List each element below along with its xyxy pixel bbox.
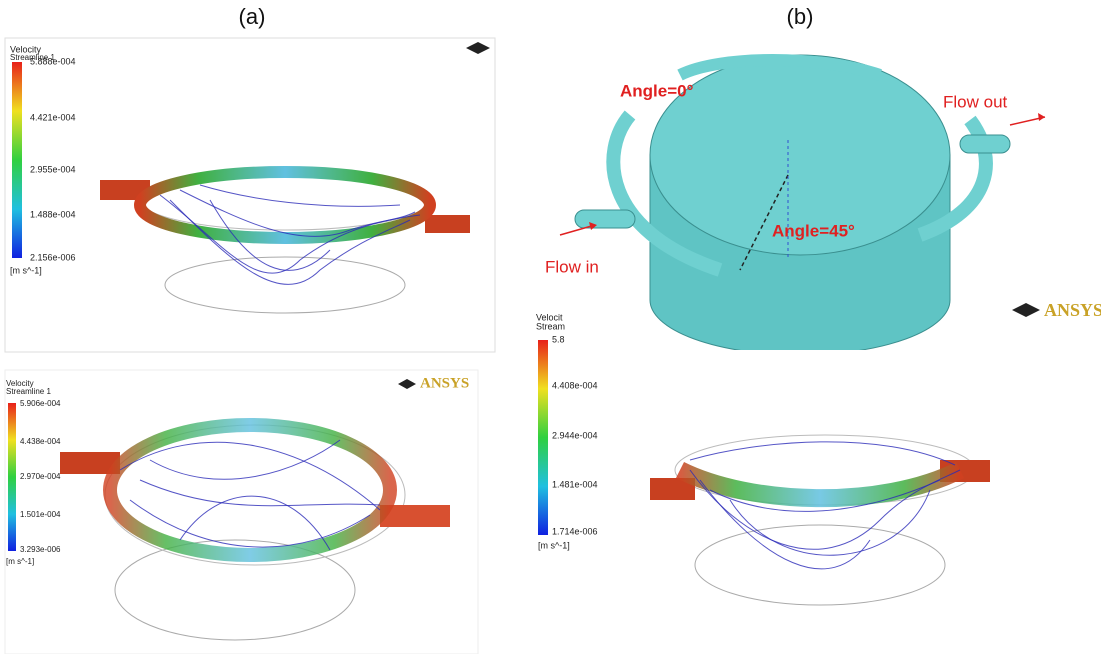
legend-tick: 2.156e-006	[30, 252, 76, 262]
legend-unit: [m s^-1]	[538, 540, 570, 550]
legend-subtitle: Streamline 1	[6, 387, 51, 396]
logo: ANSYS	[420, 375, 469, 391]
annotation: Flow out	[943, 92, 1008, 111]
annotation: Angle=45°	[772, 221, 855, 240]
annotation: Flow in	[545, 257, 599, 276]
legend-tick: 4.438e-004	[20, 437, 61, 446]
legend-tick: 4.421e-004	[30, 112, 76, 122]
legend-tick: 2.970e-004	[20, 472, 61, 481]
legend-tick: 3.293e-006	[20, 545, 61, 554]
legend-tick: 2.955e-004	[30, 164, 76, 174]
legend-subtitle: Stream	[536, 321, 565, 331]
legend-tick: 2.944e-004	[552, 430, 598, 440]
legend-tick: 5.906e-004	[20, 399, 61, 408]
model: Angle=0° Angle=45° Flow out Flow in	[545, 50, 1045, 355]
legend-unit: [m s^-1]	[10, 265, 42, 275]
logo: ANSYS	[1044, 300, 1101, 320]
figure: (a) (b) Velocity Streamline 1 5.888e-004…	[0, 0, 1101, 654]
legend-tick: 1.481e-004	[552, 479, 598, 489]
legend-tick: 1.714e-006	[552, 526, 598, 536]
legend-tick: 1.501e-004	[20, 510, 61, 519]
legend-tick: 4.408e-004	[552, 380, 598, 390]
legend-tick: 5.8	[552, 334, 565, 344]
plot: Velocity Streamline 1 5.888e-004 4.421e-…	[5, 38, 495, 352]
legend-tick: 1.488e-004	[30, 209, 76, 219]
panel-label: (b)	[787, 4, 814, 29]
plot: Velocity Streamline 1 5.906e-004 4.438e-…	[5, 370, 478, 654]
panel-label: (a)	[239, 4, 266, 29]
legend-tick: 5.888e-004	[30, 56, 76, 66]
annotation: Angle=0°	[620, 81, 694, 100]
legend-unit: [m s^-1]	[6, 557, 34, 566]
